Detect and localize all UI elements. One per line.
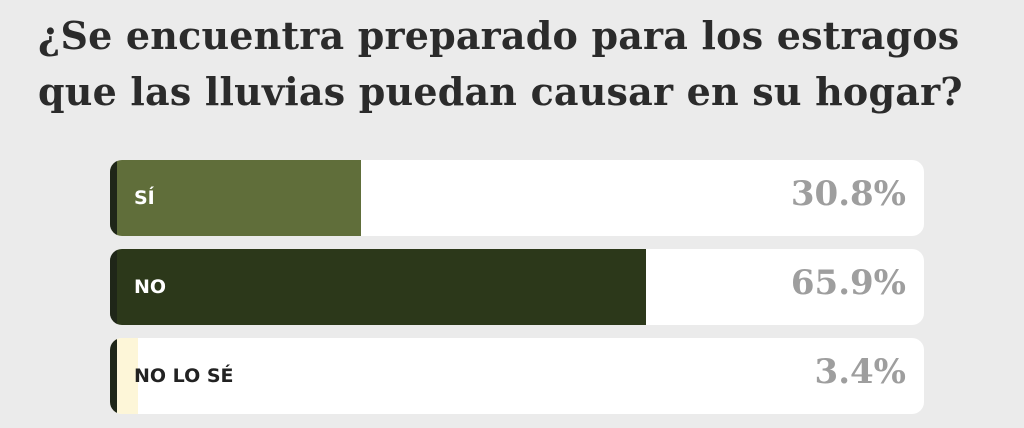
option-percent-no-lo-se: 3.4% — [814, 352, 906, 392]
bar-edge — [110, 160, 117, 236]
option-label-no: NO — [134, 276, 167, 298]
bar-fill-no — [110, 249, 647, 325]
option-percent-no: 65.9% — [790, 263, 906, 303]
option-label-si: SÍ — [134, 187, 155, 209]
poll-results: SÍ 30.8% NO 65.9% NO LO SÉ 3.4% — [110, 160, 924, 414]
bar-fill-si — [110, 160, 361, 236]
poll-question: ¿Se encuentra preparado para los estrago… — [38, 13, 963, 114]
option-percent-si: 30.8% — [790, 174, 906, 214]
poll-option-no-lo-se: NO LO SÉ 3.4% — [110, 338, 924, 414]
bar-edge — [110, 249, 117, 325]
option-label-no-lo-se: NO LO SÉ — [134, 365, 234, 387]
poll-option-no: NO 65.9% — [110, 249, 924, 325]
bar-edge — [110, 338, 117, 414]
poll-option-si: SÍ 30.8% — [110, 160, 924, 236]
